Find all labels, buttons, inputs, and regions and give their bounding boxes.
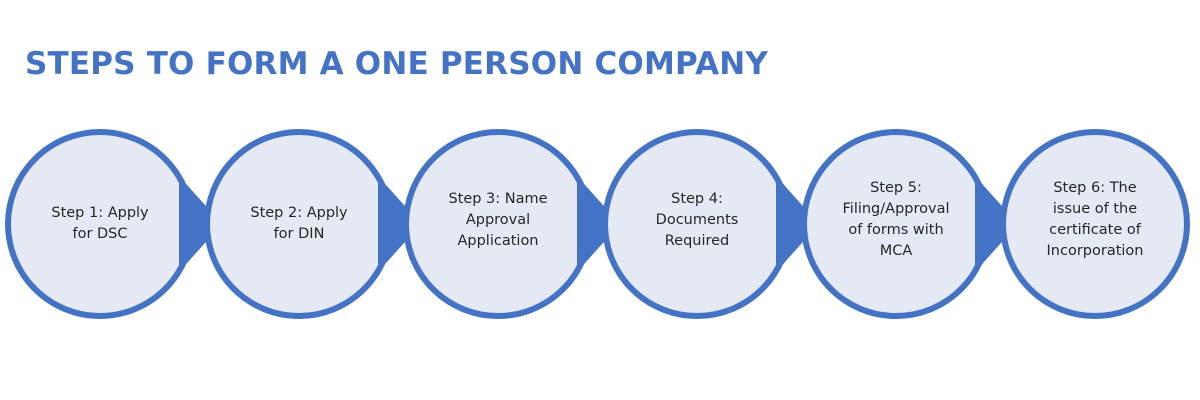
step-6-shape bbox=[1000, 129, 1190, 319]
step-6-circle bbox=[1000, 129, 1190, 319]
step-2-shape bbox=[204, 129, 421, 319]
step-6-label: Step 6: The issue of the certificate of … bbox=[1046, 180, 1144, 259]
step-3-shape bbox=[403, 129, 620, 319]
diagram-title: STEPS TO FORM A ONE PERSON COMPANY bbox=[25, 46, 769, 82]
step-4-shape bbox=[602, 129, 819, 319]
step-3-label: Step 3: Name Approval Application bbox=[448, 191, 548, 249]
step-1-label: Step 1: Apply for DSC bbox=[51, 205, 149, 242]
step-5-shape bbox=[801, 129, 1018, 319]
step-5-arrow bbox=[975, 176, 1018, 272]
step-2-label: Step 2: Apply for DIN bbox=[250, 205, 348, 242]
step-3-arrow bbox=[577, 176, 620, 272]
step-4-arrow bbox=[776, 176, 819, 272]
step-4-label: Step 4: Documents Required bbox=[655, 191, 739, 249]
step-2-arrow bbox=[378, 176, 421, 272]
step-1-arrow bbox=[179, 176, 222, 272]
step-5-label: Step 5: Filing/Approval of forms with MC… bbox=[842, 180, 950, 259]
step-1-shape bbox=[5, 129, 222, 319]
